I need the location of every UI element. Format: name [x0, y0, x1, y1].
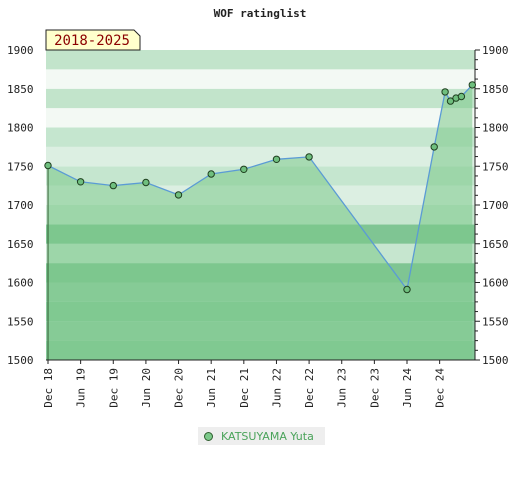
y-tick-label-right: 1650: [482, 238, 509, 251]
y-tick-label-right: 1850: [482, 83, 509, 96]
band: [46, 146, 475, 167]
y-tick-label-right: 1600: [482, 277, 509, 290]
data-point: [441, 88, 449, 96]
rating-area: [48, 84, 473, 361]
data-point: [44, 161, 52, 170]
y-tick-label-right: 1800: [482, 122, 509, 135]
band: [46, 69, 475, 89]
y-tick-label-left: 1900: [7, 44, 34, 57]
data-point: [142, 178, 150, 187]
x-tick-label: Jun 22: [270, 368, 283, 408]
x-tick-label: Dec 23: [368, 368, 381, 408]
y-tick-label-left: 1550: [7, 315, 34, 328]
data-point: [446, 97, 455, 105]
data-point: [403, 285, 411, 294]
y-tick-label-left: 1650: [7, 238, 34, 251]
y-tick-label-left: 1600: [7, 277, 34, 290]
x-tick-label: Jun 21: [205, 368, 218, 408]
band: [46, 127, 475, 147]
band: [46, 50, 475, 70]
period-label: 2018-2025: [54, 33, 130, 49]
y-tick-label-right: 1900: [482, 44, 509, 57]
y-tick-label-right: 1500: [482, 354, 509, 367]
data-point: [174, 191, 183, 199]
y-tick-label-left: 1750: [7, 160, 34, 173]
y-tick-label-left: 1800: [7, 122, 34, 135]
x-tick-label: Dec 22: [303, 368, 316, 408]
band: [46, 108, 475, 128]
x-tick-label: Dec 18: [42, 368, 55, 408]
band: [46, 88, 475, 109]
x-tick-label: Jun 19: [75, 368, 88, 408]
data-point: [207, 170, 215, 178]
data-point: [305, 153, 313, 161]
period-badge: 2018-2025: [45, 29, 141, 51]
data-point: [457, 92, 466, 101]
x-tick-label: Jun 23: [336, 368, 349, 408]
x-tick-label: Jun 20: [140, 368, 153, 408]
data-point: [240, 165, 248, 174]
x-tick-label: Jun 24: [401, 368, 414, 408]
legend-label: KATSUYAMA Yuta: [221, 429, 314, 443]
axes: 1500 1500 1550 1550 1600 1600 1650 1650 1700 1700…: [7, 44, 509, 408]
data-point: [76, 178, 85, 186]
points-layer: [44, 81, 476, 294]
x-tick-label: Dec 20: [173, 368, 186, 408]
x-tick-label: Dec 21: [238, 368, 251, 408]
y-tick-label-left: 1700: [7, 199, 34, 212]
data-point: [430, 143, 438, 151]
data-point: [468, 81, 476, 89]
x-tick-label: Dec 19: [107, 368, 120, 408]
y-tick-label-right: 1550: [482, 315, 509, 328]
y-tick-label-left: 1500: [7, 354, 34, 367]
y-tick-label-right: 1700: [482, 199, 509, 212]
x-tick-label: Dec 24: [434, 368, 447, 408]
data-point: [109, 181, 118, 190]
y-tick-label-left: 1850: [7, 83, 34, 96]
chart-title: WOF ratinglist: [214, 7, 307, 20]
y-tick-label-right: 1750: [482, 160, 509, 173]
data-point: [272, 155, 281, 164]
legend-marker: [204, 431, 213, 441]
legend: KATSUYAMA Yuta: [198, 427, 325, 445]
